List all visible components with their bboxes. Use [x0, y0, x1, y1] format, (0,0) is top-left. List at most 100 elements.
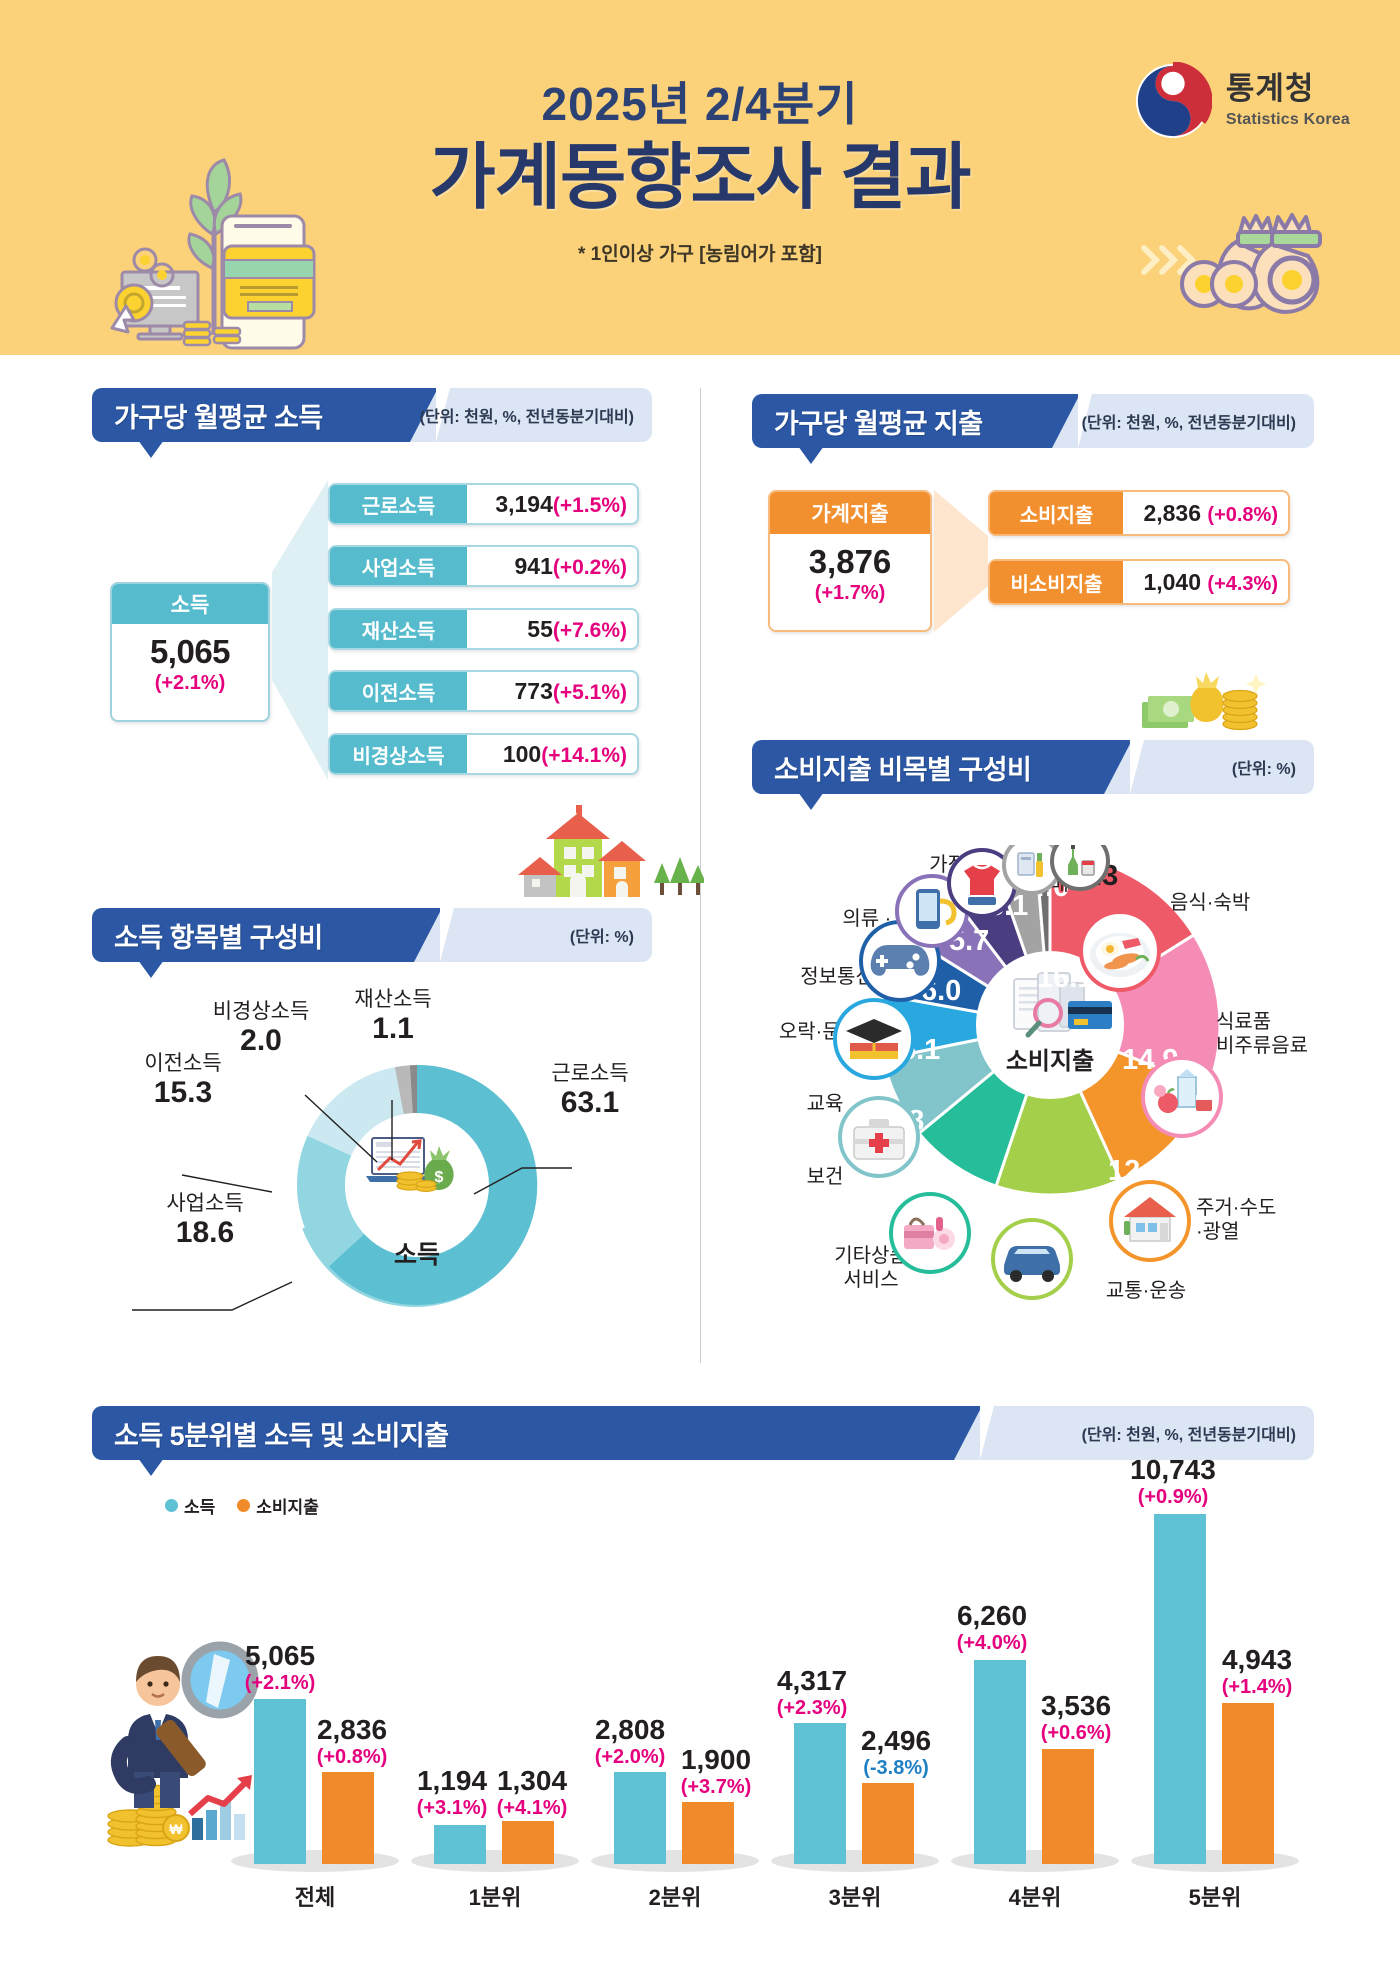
- banner-blue: [92, 908, 454, 962]
- donut-label-3: 이전소득 15.3: [144, 1052, 222, 1109]
- bar-income-4분위[interactable]: [974, 1660, 1026, 1864]
- bar-income-5분위[interactable]: [1154, 1514, 1206, 1864]
- income-item-1-value: 941(+0.2%): [514, 552, 628, 579]
- pie-value-기타상품서비스: 8.8: [917, 1191, 958, 1223]
- bar-label-spend-전체: 2,836 (+0.8%): [316, 1714, 388, 1768]
- income-donut-banner: 소득 항목별 구성비 (단위: %): [92, 908, 652, 978]
- income-total-box: 소득 5,065 (+2.1%): [110, 582, 270, 722]
- bar-income-1분위[interactable]: [434, 1825, 486, 1864]
- bar-income-2분위[interactable]: [614, 1772, 666, 1864]
- income-donut-title: 소득 항목별 구성비: [114, 922, 323, 953]
- pie-value-보건: 7.8: [884, 1105, 925, 1137]
- expend-item-1: 비소비지출 1,040 (+4.3%): [988, 559, 1290, 605]
- expend-section-banner: 가구당 월평균 지출 (단위: 천원, %, 전년동분기대비): [752, 394, 1314, 464]
- pie-label-주류담배: 주류 ·담배: [1025, 849, 1069, 895]
- bar-caption-4분위: 4분위: [1008, 1885, 1062, 1910]
- bar-group-2분위: 2,808 (+2.0%) 1,900 (+3.7%) 2분위: [590, 1464, 760, 1964]
- expend-pie-center-label: 소비지출: [1006, 1048, 1094, 1075]
- legend-dot-spend: [237, 1499, 251, 1512]
- pie-label-주거수도광열: 주거·수도 ·광열: [1196, 1197, 1277, 1243]
- income-total-value: 5,065: [149, 633, 231, 670]
- banner-blue: [92, 388, 450, 442]
- bar-caption-전체: 전체: [294, 1885, 336, 1910]
- pie-value-교육: 6.1: [900, 1034, 941, 1066]
- bar-label-spend-2분위: 1,900 (+3.7%): [680, 1744, 752, 1798]
- bar-label-income-1분위: 1,194 (+3.1%): [416, 1765, 488, 1819]
- income-donut-leaders: [132, 1094, 572, 1311]
- bar-caption-3분위: 3분위: [828, 1885, 882, 1910]
- bar-spend-전체[interactable]: [322, 1772, 374, 1864]
- pie-value-주거수도광열: 12.2: [1108, 1155, 1165, 1187]
- page-footnote: * 1인이상 가구 [농림어가 포함]: [577, 243, 822, 265]
- expend-item-0-label: 소비지출: [990, 492, 1123, 534]
- income-item-3-value: 773(+5.1%): [514, 677, 628, 704]
- expend-item-0-pct: (+0.8%): [1207, 503, 1278, 526]
- pie-label-기타상품서비스: 기타상품 서비스: [834, 1245, 908, 1291]
- income-item-0: 근로소득 3,194(+1.5%): [328, 483, 639, 525]
- houses-illustration: [518, 805, 704, 897]
- banner-blue: [92, 1406, 994, 1460]
- income-donut-center-label: 소득: [394, 1241, 440, 1269]
- bar-label-spend-1분위: 1,304 (+4.1%): [496, 1765, 568, 1819]
- legend-label-income: 소득: [184, 1498, 216, 1517]
- taegeuk-icon: [1135, 62, 1212, 139]
- bar-group-5분위: 10,743 (+0.9%) 4,943 (+1.4%) 5분위: [1130, 1404, 1300, 1964]
- income-section-unit: (단위: 천원, %, 전년동분기대비): [419, 409, 634, 426]
- pie-label-보건: 보건: [806, 1166, 844, 1188]
- income-flow-wedge: [272, 480, 328, 780]
- bar-income-전체[interactable]: [254, 1699, 306, 1864]
- income-item-0-label: 근로소득: [330, 485, 467, 523]
- income-item-3-label: 이전소득: [330, 672, 467, 710]
- bar-label-spend-5분위: 4,943 (+1.4%): [1221, 1644, 1293, 1698]
- expend-item-1-label: 비소비지출: [990, 561, 1123, 603]
- expend-item-0: 소비지출 2,836 (+0.8%): [988, 490, 1290, 536]
- income-item-1: 사업소득 941(+0.2%): [328, 545, 639, 587]
- bar-spend-4분위[interactable]: [1042, 1749, 1094, 1864]
- pie-label-교통운송: 교통·운송: [1105, 1280, 1187, 1302]
- income-donut-chart: $ 소득: [297, 1064, 538, 1307]
- income-item-3: 이전소득 773(+5.1%): [328, 670, 639, 712]
- income-item-0-value: 3,194(+1.5%): [495, 490, 627, 517]
- analyst-illustration: ₩: [107, 1641, 259, 1847]
- money-bag-illustration: [1141, 213, 1322, 315]
- page-subtitle: 2025년 2/4분기: [541, 78, 859, 130]
- banner-blue: [752, 394, 1092, 448]
- banner-tail: [138, 960, 164, 978]
- quintile-section-banner: 소득 5분위별 소득 및 소비지출 (단위: 천원, %, 전년동분기대비): [92, 1406, 1314, 1476]
- expend-item-0-value: 2,836 (+0.8%): [1143, 499, 1278, 526]
- expend-total-box: 가계지출 3,876 (+1.7%): [768, 490, 932, 632]
- bar-income-3분위[interactable]: [794, 1723, 846, 1864]
- donut-label-5: 재산소득 1.1: [354, 988, 432, 1045]
- income-item-1-label: 사업소득: [330, 547, 467, 585]
- income-item-2-label: 재산소득: [330, 610, 467, 648]
- quintile-legend: 소득 소비지출: [165, 1493, 319, 1518]
- bar-spend-3분위[interactable]: [862, 1783, 914, 1864]
- expend-section-title: 가구당 월평균 지출: [774, 408, 983, 439]
- bar-label-income-2분위: 2,808 (+2.0%): [594, 1714, 666, 1768]
- banner-tail: [798, 446, 824, 464]
- bar-caption-2분위: 2분위: [648, 1885, 702, 1910]
- bar-spend-1분위[interactable]: [502, 1821, 554, 1864]
- income-item-4-value: 100(+14.1%): [502, 740, 627, 767]
- expend-pie-banner: 소비지출 비목별 구성비 (단위: %): [752, 740, 1314, 810]
- legend-item-spend: 소비지출: [237, 1493, 319, 1518]
- income-section-banner: 가구당 월평균 소득 (단위: 천원, %, 전년동분기대비): [92, 388, 652, 458]
- income-item-1-pct: (+0.2%): [552, 555, 627, 579]
- banner-tail: [798, 792, 824, 810]
- bar-label-income-전체: 5,065 (+2.1%): [244, 1640, 316, 1694]
- banner-tail: [138, 440, 164, 458]
- income-total-pct: (+2.1%): [154, 672, 226, 694]
- expend-flow-wedge: [934, 490, 988, 632]
- legend-item-income: 소득: [165, 1493, 215, 1518]
- expend-section-unit: (단위: 천원, %, 전년동분기대비): [1081, 415, 1296, 432]
- expend-total-value: 3,876: [808, 543, 892, 580]
- bar-label-income-4분위: 6,260 (+4.0%): [956, 1600, 1028, 1654]
- expend-pie-title: 소비지출 비목별 구성비: [774, 754, 1032, 785]
- bar-spend-5분위[interactable]: [1222, 1703, 1274, 1864]
- bar-caption-1분위: 1분위: [468, 1885, 522, 1910]
- svg-text:$: $: [435, 1169, 444, 1186]
- banner-tail: [138, 1458, 164, 1476]
- pie-value-오락문화: 6.0: [921, 975, 962, 1007]
- income-item-4-pct: (+14.1%): [541, 743, 627, 767]
- bar-spend-2분위[interactable]: [682, 1802, 734, 1864]
